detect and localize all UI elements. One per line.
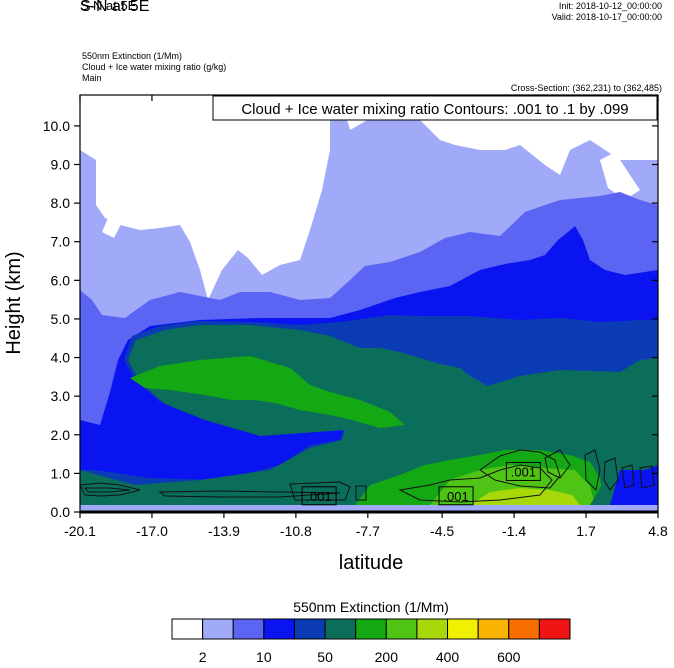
chart-title: Cloud + Ice water mixing ratio Contours:…: [241, 101, 628, 118]
colorbar-label: 2: [199, 649, 207, 665]
colorbar-swatch: [447, 618, 479, 640]
field-label-cloud-ice: Cloud + Ice water mixing ratio (g/kg): [82, 62, 227, 72]
y-tick-label: 2.0: [51, 427, 71, 443]
y-axis-label: Height (km): [3, 251, 25, 354]
band-clear-patch: [102, 218, 122, 238]
colorbar-swatch: [416, 618, 449, 640]
x-tick-label: 4.8: [648, 523, 668, 539]
y-tick-label: 4.0: [51, 350, 71, 366]
colorbar-swatch: [508, 618, 540, 640]
colorbar-title: 550nm Extinction (1/Mm): [293, 599, 449, 615]
colorbar-swatch: [477, 618, 510, 640]
init-time: Init: 2018-10-12_00:00:00: [558, 1, 662, 11]
field-label-extinction: 550nm Extinction (1/Mm): [82, 51, 183, 61]
y-tick-label: 3.0: [51, 388, 71, 404]
colorbar-label: 10: [256, 649, 272, 665]
x-tick-label: -13.9: [208, 523, 240, 539]
y-tick-label: 1.0: [51, 465, 71, 481]
colorbar-swatch: [385, 618, 418, 640]
contour-line: [289, 481, 351, 501]
cross-section-label: Cross-Section: (362,231) to (362,485): [510, 83, 662, 93]
extinction-field: [80, 95, 658, 512]
y-tick-label: 10.0: [43, 118, 70, 134]
main-title: S-N at 5E: [80, 0, 150, 15]
contour-line: [80, 482, 141, 497]
title-box-group: Cloud + Ice water mixing ratio Contours:…: [212, 95, 658, 121]
title-box: [212, 95, 658, 121]
band-green-mid: [130, 356, 405, 428]
contour-line: [158, 490, 341, 498]
contour-label-box: [505, 461, 541, 481]
x-tick-label: 1.7: [576, 523, 596, 539]
y-tick-label: 6.0: [51, 272, 71, 288]
colorbar-swatch: [232, 618, 265, 640]
colorbar-swatch: [263, 618, 295, 640]
colorbar: 2 10 50 200 400 600: [171, 618, 571, 665]
contour-label: .001: [306, 489, 331, 504]
y-tick-label: 9.0: [51, 157, 71, 173]
contour-line: [621, 464, 635, 489]
y-tick-label: 8.0: [51, 195, 71, 211]
contour-line: [584, 449, 601, 492]
colorbar-swatch: [324, 618, 357, 640]
y-tick-label: 0.0: [51, 504, 71, 520]
colorbar-swatch: [171, 618, 204, 640]
y-tick-label: 5.0: [51, 311, 71, 327]
contour-line: [479, 449, 561, 489]
colorbar-label: 600: [497, 649, 521, 665]
contour-label-box: [301, 486, 337, 506]
x-tick-label: -17.0: [136, 523, 168, 539]
x-tick-label: -10.8: [280, 523, 312, 539]
valid-time: Valid: 2018-10-17_00:00:00: [551, 12, 662, 22]
colorbar-label: 200: [375, 649, 399, 665]
contour-line: [355, 485, 367, 501]
x-tick-label: -1.4: [502, 523, 526, 539]
colorbar-swatch: [355, 618, 387, 640]
y-tick-label: 7.0: [51, 234, 71, 250]
contour-labels: .001 .001 .001: [301, 461, 541, 506]
contour-label-box: [438, 486, 474, 506]
colorbar-swatch: [202, 618, 234, 640]
colorbar-swatch: [538, 618, 571, 640]
field-label-main: Main: [82, 73, 102, 83]
plot-frame: [79, 94, 659, 514]
contour-label: .001: [443, 489, 468, 504]
band-clear-top-left: [80, 95, 330, 300]
band-clear-top-right: [600, 152, 640, 200]
colorbar-label: 50: [317, 649, 333, 665]
contour-line: [639, 465, 655, 489]
contour-line: [544, 449, 571, 479]
plot-main-title: S-N at 5E: [80, 0, 137, 13]
x-tick-label: -7.7: [356, 523, 380, 539]
x-tick-label: -4.5: [430, 523, 454, 539]
colorbar-label: 400: [436, 649, 460, 665]
contour-line: [84, 487, 131, 493]
contour-line: [603, 457, 619, 491]
x-axis-label: latitude: [339, 552, 404, 574]
axes: -20.1 -17.0 -13.9 -10.8 -7.7 -4.5 -1.4 1.7 4.8 0.…: [43, 95, 668, 539]
colorbar-swatch: [293, 618, 326, 640]
x-tick-label: -20.1: [64, 523, 96, 539]
contour-label: .001: [511, 464, 536, 479]
